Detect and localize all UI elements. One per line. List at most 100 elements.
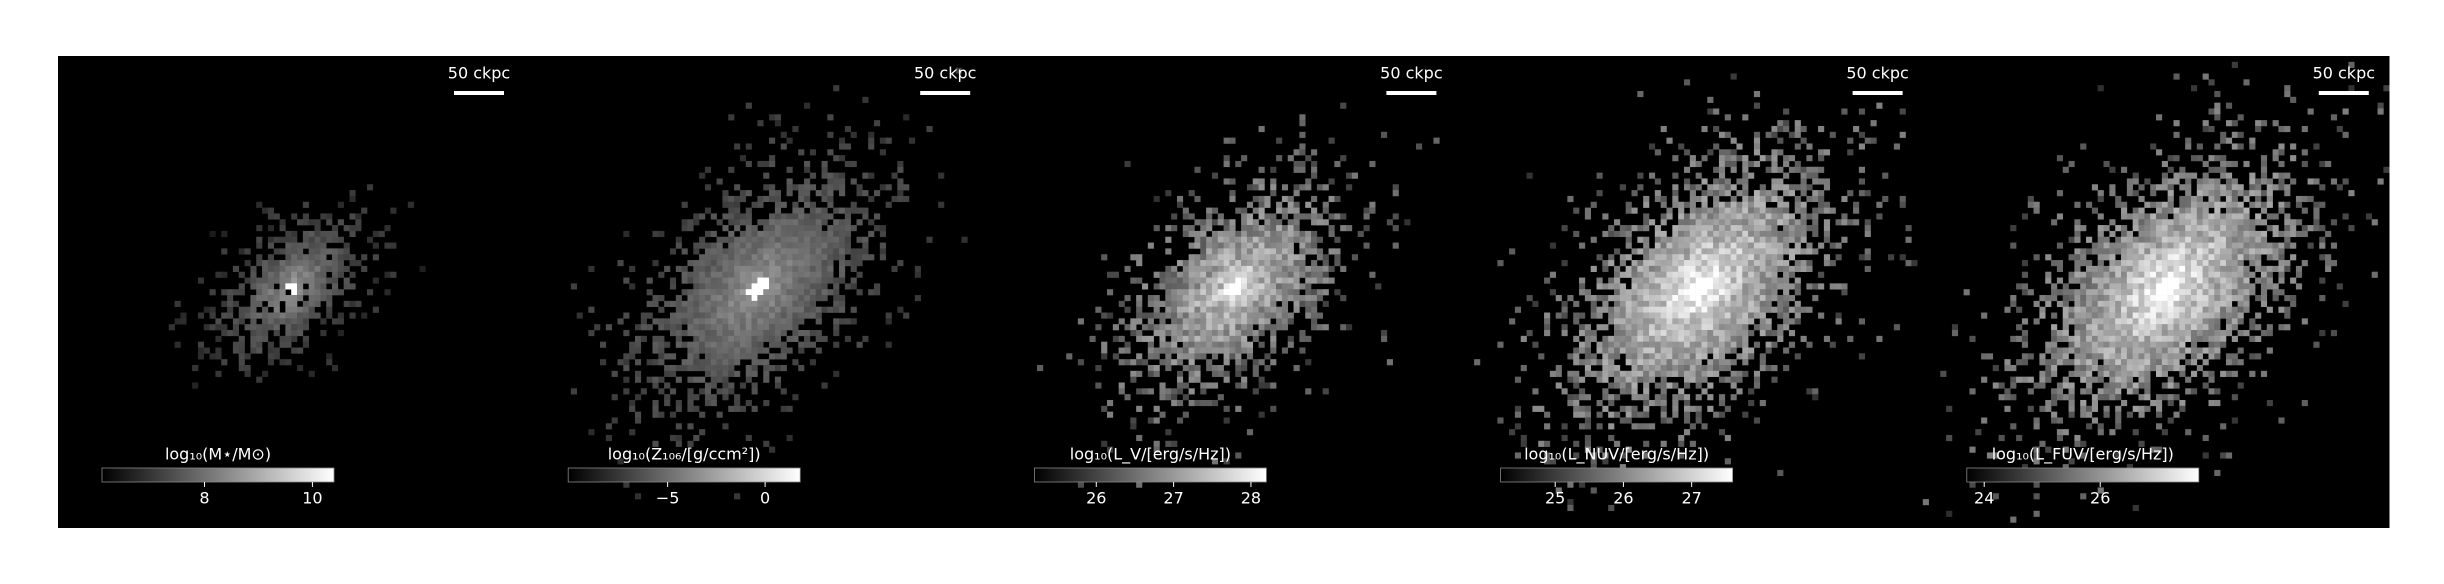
- pixel: [1742, 265, 1749, 273]
- pixel: [1299, 149, 1306, 156]
- pixel: [2185, 225, 2192, 232]
- pixel: [1153, 295, 1160, 302]
- pixel: [2121, 254, 2128, 261]
- pixel: [1287, 289, 1294, 296]
- pixel: [856, 190, 863, 197]
- pixel: [1672, 184, 1679, 191]
- pixel: [2220, 160, 2227, 168]
- pixel: [1695, 260, 1702, 267]
- pixel: [1724, 213, 1731, 220]
- pixel: [1695, 295, 1702, 302]
- pixel: [1660, 440, 1667, 447]
- pixel: [774, 190, 782, 197]
- pixel: [2237, 248, 2244, 255]
- pixel: [903, 312, 910, 319]
- pixel: [1293, 149, 1300, 156]
- pixel: [1246, 341, 1254, 348]
- pixel: [1392, 225, 1399, 232]
- pixel: [1637, 260, 1644, 267]
- pixel: [238, 289, 245, 296]
- pixel: [1654, 295, 1661, 302]
- pixel: [2173, 364, 2180, 372]
- pixel: [1153, 417, 1160, 424]
- pixel: [1608, 359, 1615, 366]
- pixel: [1818, 155, 1825, 162]
- pixel: [815, 248, 822, 255]
- pixel: [1334, 236, 1341, 243]
- pixel: [1736, 230, 1743, 238]
- pixel: [2179, 341, 2186, 348]
- pixel: [1188, 335, 1195, 342]
- pixel: [815, 213, 822, 220]
- pixel: [1159, 394, 1166, 401]
- pixel: [1730, 201, 1737, 208]
- pixel: [1672, 382, 1679, 389]
- pixel: [1147, 300, 1154, 307]
- pixel: [2214, 102, 2221, 109]
- pixel: [1252, 306, 1259, 313]
- pixel: [1176, 300, 1184, 307]
- pixel: [256, 242, 263, 249]
- pixel: [1748, 160, 1755, 168]
- pixel: [2156, 353, 2163, 360]
- pixel: [2190, 248, 2198, 255]
- pixel: [2121, 242, 2128, 249]
- pixel: [1765, 260, 1772, 267]
- pixel: [1625, 225, 1632, 232]
- pixel: [2214, 335, 2221, 342]
- pixel: [1381, 330, 1388, 337]
- pixel: [611, 370, 618, 377]
- pixel: [1182, 394, 1189, 401]
- pixel: [1841, 236, 1848, 243]
- pixel: [763, 254, 770, 261]
- pixel: [675, 265, 682, 273]
- pixel: [1153, 271, 1160, 278]
- pixel: [1771, 341, 1778, 348]
- pixel: [1579, 341, 1586, 348]
- pixel: [326, 219, 333, 226]
- pixel: [850, 318, 857, 325]
- pixel: [774, 382, 782, 389]
- pixel: [2021, 335, 2029, 342]
- pixel: [1270, 300, 1277, 307]
- pixel: [1631, 283, 1638, 290]
- pixel: [704, 271, 712, 278]
- pixel: [2121, 166, 2128, 173]
- pixel: [2115, 306, 2122, 313]
- pixel: [1526, 330, 1533, 337]
- pixel: [1753, 417, 1761, 424]
- pixel: [1748, 195, 1755, 203]
- pixel: [774, 277, 782, 284]
- pixel: [1584, 417, 1591, 424]
- pixel: [1252, 300, 1259, 307]
- pixel: [704, 394, 712, 401]
- pixel: [1206, 265, 1213, 273]
- pixel: [1783, 242, 1790, 249]
- pixel: [1246, 219, 1254, 226]
- pixel: [1614, 341, 1621, 348]
- pixel: [1235, 353, 1242, 360]
- pixel: [1223, 341, 1230, 348]
- pixel: [2156, 405, 2163, 412]
- pixel: [2231, 260, 2238, 267]
- pixel: [1305, 306, 1312, 313]
- pixel: [2086, 388, 2093, 395]
- pixel: [885, 318, 892, 325]
- pixel: [1800, 137, 1807, 144]
- pixel: [2068, 405, 2075, 412]
- pixel: [285, 277, 292, 284]
- pixel: [1730, 219, 1737, 226]
- pixel: [332, 265, 339, 273]
- pixel: [687, 423, 694, 430]
- pixel: [868, 230, 875, 238]
- pixel: [693, 324, 700, 331]
- pixel: [267, 242, 275, 249]
- pixel: [2190, 289, 2198, 296]
- pixel: [1730, 295, 1737, 302]
- pixel: [332, 260, 339, 267]
- pixel: [769, 312, 776, 319]
- pixel: [1608, 382, 1615, 389]
- pixel: [1619, 306, 1626, 313]
- pixel: [1701, 207, 1708, 214]
- pixel: [1771, 230, 1778, 238]
